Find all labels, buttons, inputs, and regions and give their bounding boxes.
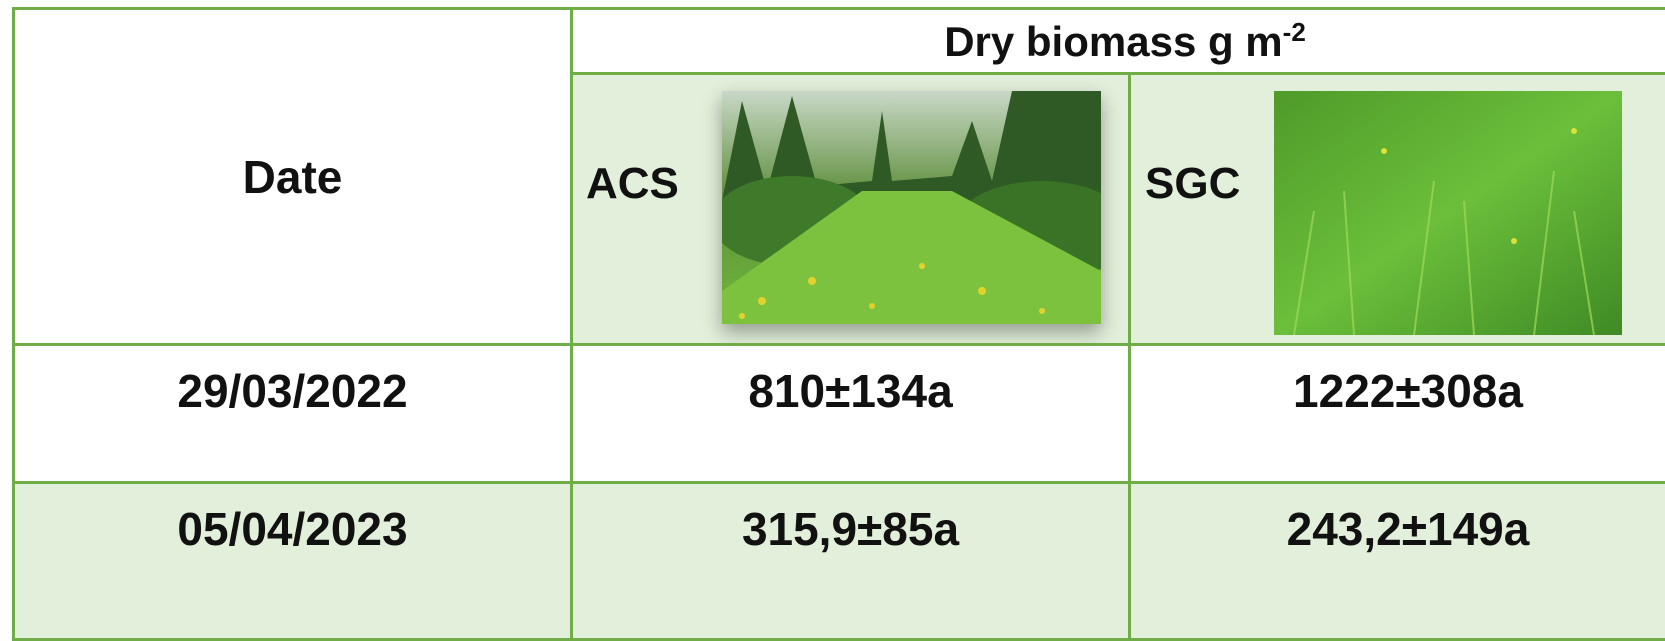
acs-header-cell: ACS [570, 72, 1131, 346]
table-cell: 1222±308a [1128, 343, 1665, 484]
acs-photo [722, 91, 1101, 324]
column-label: ACS [586, 159, 679, 208]
table-cell: 315,9±85a [570, 481, 1131, 641]
title-cell: Dry biomass g m-2 [570, 7, 1665, 75]
cell-text: 810±134a [748, 365, 953, 417]
cell-text: 1222±308a [1293, 365, 1523, 417]
table-cell: 243,2±149a [1128, 481, 1665, 641]
cell-text: 29/03/2022 [177, 365, 408, 417]
title-text: Dry biomass g m [944, 17, 1283, 65]
table-cell: 29/03/2022 [12, 343, 573, 484]
cell-text: 05/04/2023 [177, 503, 408, 555]
title-superscript: -2 [1282, 16, 1306, 47]
date-header-cell: Date [12, 7, 573, 346]
cell-text: 315,9±85a [741, 503, 960, 555]
page: Date Dry biomass g m-2 ACS SGC 29/03/202… [12, 7, 1665, 641]
sgc-photo [1274, 91, 1622, 335]
table-cell: 05/04/2023 [12, 481, 573, 641]
sgc-header-cell: SGC [1128, 72, 1665, 346]
cell-text: 243,2±149a [1286, 503, 1530, 555]
column-label: SGC [1145, 159, 1241, 208]
title: Dry biomass g m-2 [944, 17, 1306, 66]
table-cell: 810±134a [570, 343, 1131, 484]
date-header: Date [242, 150, 343, 203]
